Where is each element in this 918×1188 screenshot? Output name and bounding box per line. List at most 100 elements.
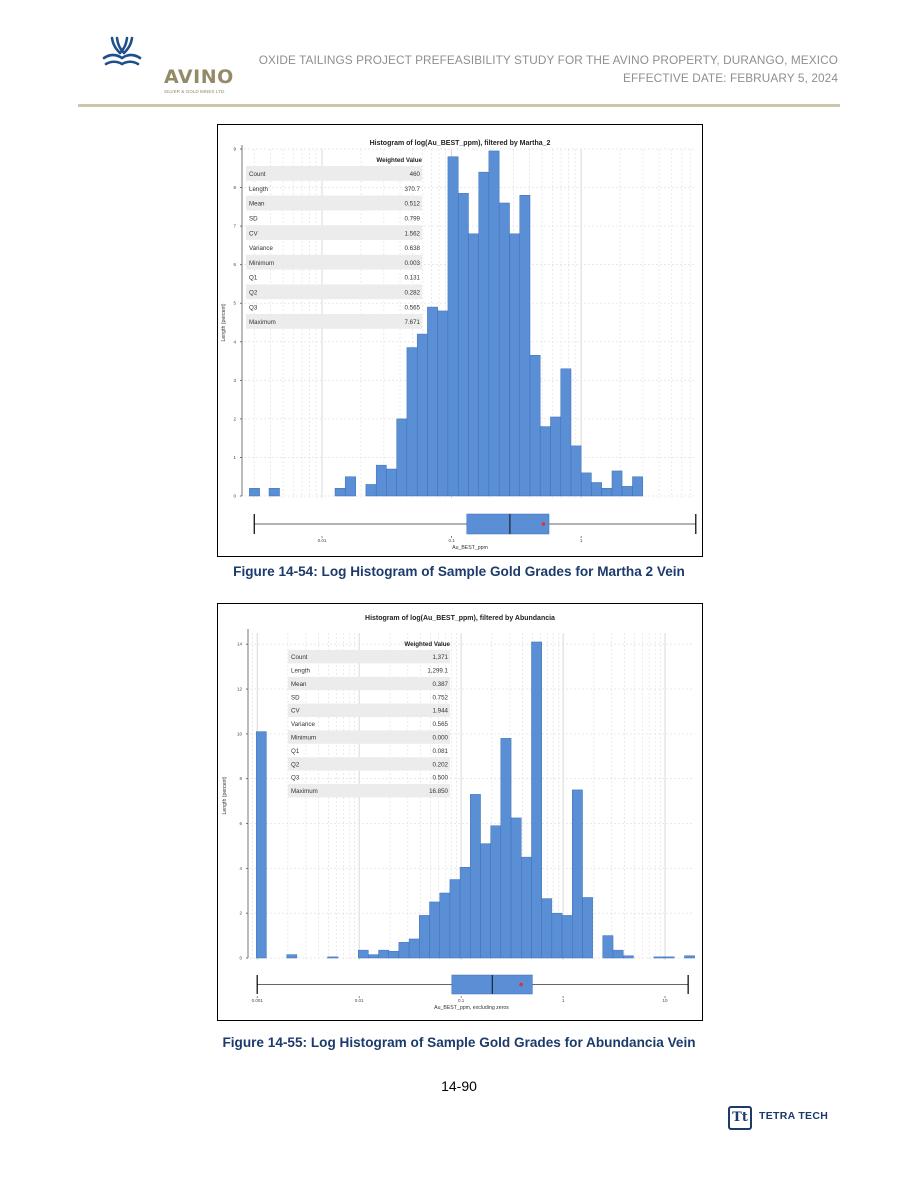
abundancia-histogram-chart: 0 2 4 6 8 10 12 14 0.001 0.01 0.1 1 10 Histogram of l…: [222, 615, 695, 1011]
stats-row-value: 0.638: [405, 245, 421, 252]
boxplot-mean-marker: [519, 982, 523, 987]
histogram-bar: [256, 731, 267, 959]
histogram-bar: [427, 306, 438, 497]
y-tick-label: 4: [239, 866, 242, 871]
stats-row-label: Mean: [291, 681, 307, 688]
histogram-bar: [398, 942, 410, 959]
figure-martha2-histogram: 0 1 2 3 4 5 6 7 8 9 0.01 0.1 1 Histogram of log(Au_BE…: [217, 124, 703, 557]
histogram-bar: [500, 738, 512, 959]
stats-row-value: 0.081: [433, 748, 449, 755]
stats-row-value: 0.387: [433, 681, 449, 688]
histogram-bar: [570, 445, 582, 497]
y-tick-label: 9: [233, 147, 236, 152]
histogram-bar: [344, 476, 356, 497]
y-tick-label: 0: [233, 494, 236, 499]
histogram-bar: [429, 901, 440, 959]
histogram-bar: [378, 949, 389, 959]
histogram-bar: [437, 310, 449, 497]
stats-row-label: Count: [249, 171, 266, 178]
stats-row-label: Q2: [291, 761, 300, 768]
y-tick-label: 1: [233, 455, 236, 460]
stats-row-value: 0.512: [405, 201, 421, 208]
stats-row-background: [288, 757, 450, 771]
header-effective-date: EFFECTIVE DATE: FEBRUARY 5, 2024: [623, 71, 838, 85]
stats-row-label: Variance: [249, 245, 274, 252]
x-axis-label: Au_BEST_ppm: [452, 545, 488, 551]
y-tick-label: 0: [239, 956, 242, 961]
stats-row-label: SD: [291, 694, 300, 701]
avino-logo-icon: [102, 36, 142, 66]
y-tick-label: 7: [233, 224, 236, 229]
x-tick-label: 0.1: [458, 998, 465, 1003]
stats-row-background: [246, 166, 422, 181]
stats-row-background: [246, 284, 422, 300]
histogram-bar: [368, 954, 379, 959]
histogram-bar: [327, 956, 339, 959]
stats-row-value: 1.944: [433, 708, 449, 715]
histogram-bar: [621, 486, 633, 497]
histogram-bar: [541, 898, 553, 959]
stats-row-value: 0.003: [405, 260, 421, 267]
stats-row-background: [288, 730, 450, 744]
header-title: OXIDE TAILINGS PROJECT PREFEASIBILITY ST…: [258, 53, 838, 67]
histogram-bar: [663, 956, 675, 959]
x-tick-label: 1: [580, 538, 583, 543]
histogram-bar: [653, 956, 665, 959]
histogram-bar: [396, 418, 408, 497]
stats-row-background: [288, 784, 450, 798]
histogram-bar: [602, 935, 614, 959]
histogram-bar: [521, 856, 532, 959]
histogram-bar: [468, 233, 479, 497]
histogram-bar: [268, 488, 280, 497]
y-tick-label: 2: [233, 416, 236, 421]
stats-row-label: Maximum: [249, 319, 276, 326]
stats-row-background: [288, 676, 450, 691]
histogram-bar: [509, 233, 521, 497]
histogram-bar: [375, 464, 387, 497]
stats-row-label: Q1: [291, 748, 300, 755]
stats-row-value: 0.282: [405, 289, 421, 296]
histogram-bar: [560, 368, 572, 497]
histogram-bar: [388, 951, 400, 959]
tetra-tech-mark-icon: Tt: [728, 1106, 752, 1130]
stats-row-value: 0.500: [433, 775, 449, 782]
y-tick-label: 8: [239, 776, 242, 781]
page-header: AVINO SILVER & GOLD MINES LTD. OXIDE TAI…: [78, 34, 840, 106]
stats-row-label: Q3: [249, 304, 258, 311]
histogram-bar: [365, 484, 377, 497]
logo-wordmark: AVINO: [164, 66, 234, 88]
histogram-bar: [419, 915, 430, 959]
histogram-bar: [580, 472, 592, 497]
stats-table-header: Weighted Value: [404, 641, 450, 648]
stats-row-value: 1,299.1: [427, 668, 448, 675]
histogram-bar: [550, 416, 561, 497]
x-axis-label: Au_BEST_ppm, excluding zeros: [434, 1005, 509, 1011]
y-tick-label: 3: [233, 378, 236, 383]
logo-subtext: SILVER & GOLD MINES LTD.: [164, 89, 226, 94]
chart-title: Histogram of log(Au_BEST_ppm), filtered …: [370, 140, 551, 147]
boxplot-mean-marker: [541, 522, 546, 526]
histogram-bar: [416, 333, 428, 497]
y-tick-label: 4: [233, 339, 236, 344]
y-tick-label: 5: [233, 301, 236, 306]
histogram-bar: [622, 955, 634, 959]
histogram-bar: [572, 789, 583, 959]
histogram-bar: [334, 488, 346, 497]
page-number: 14-90: [441, 1078, 477, 1094]
stats-row-value: 460: [410, 171, 421, 178]
x-tick-label: 0.001: [252, 998, 264, 1003]
histogram-bar: [457, 193, 469, 497]
tetra-tech-logo: Tt TETRA TECH: [728, 1104, 848, 1132]
stats-row-value: 1.562: [405, 230, 421, 237]
y-axis-label: Length (percent): [221, 303, 227, 341]
histogram-bar: [539, 426, 551, 497]
stats-row-label: Mean: [249, 201, 265, 208]
histogram-bar: [386, 468, 397, 497]
stats-row-value: 0.565: [405, 304, 421, 311]
chart-title: Histogram of log(Au_BEST_ppm), filtered …: [365, 615, 555, 622]
stats-row-value: 0.202: [433, 761, 449, 768]
histogram-bar: [286, 954, 298, 959]
stats-row-label: Minimum: [249, 260, 274, 267]
histogram-bar: [529, 355, 541, 497]
histogram-bar: [632, 476, 644, 497]
